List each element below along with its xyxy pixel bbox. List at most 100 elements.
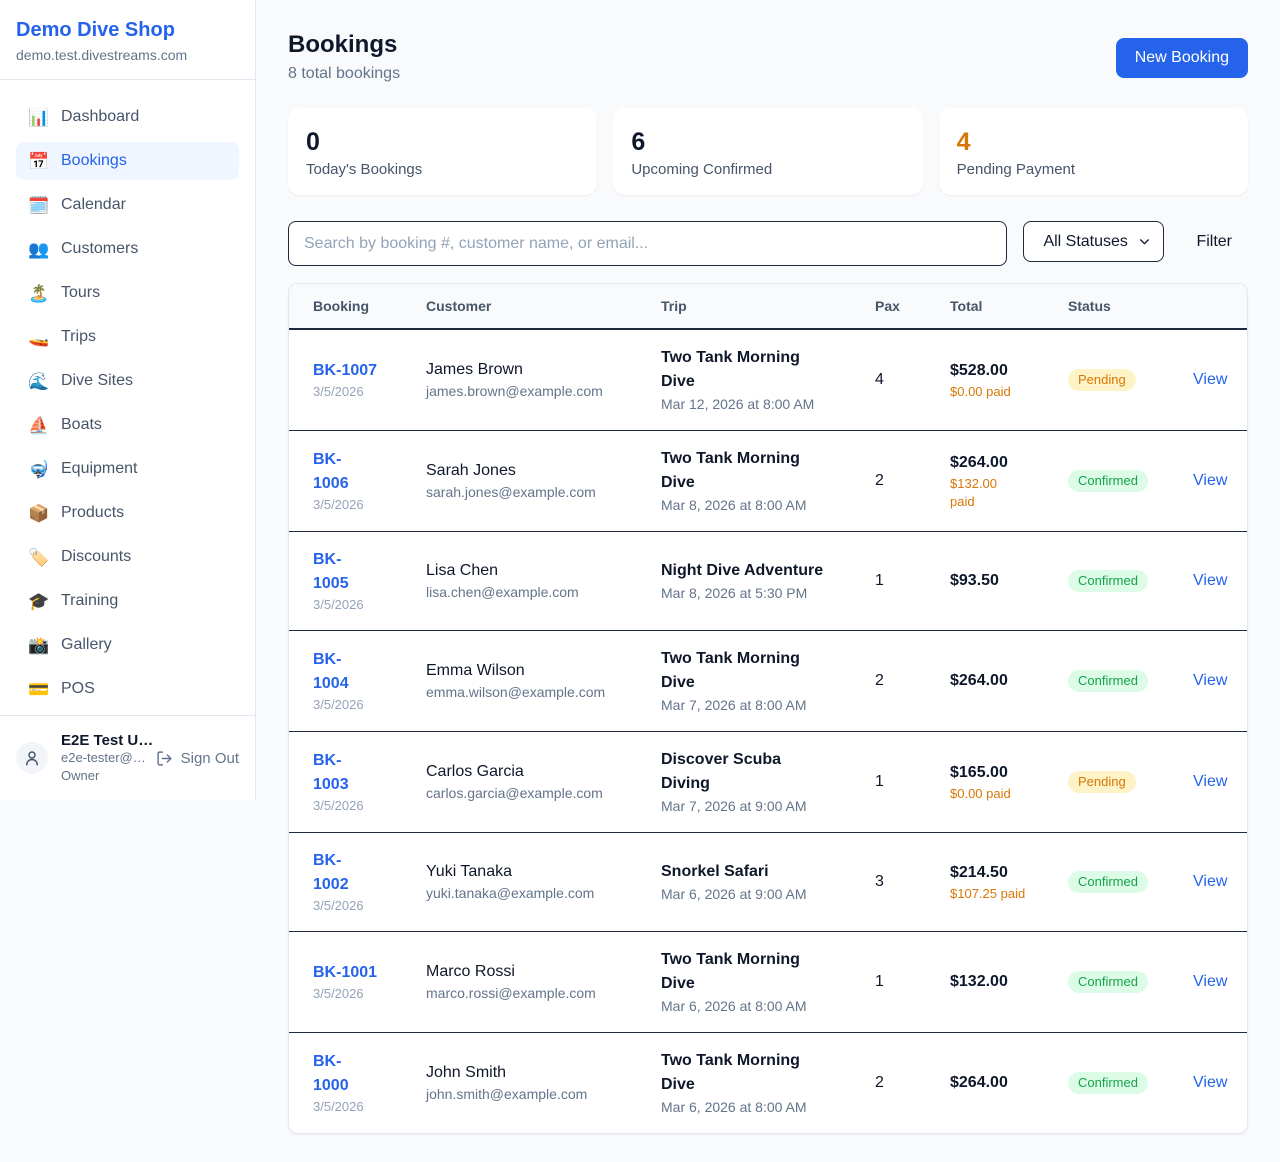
trip-name: Snorkel Safari [661, 863, 769, 880]
table-body: BK-1007 3/5/2026 James Brown james.brown… [289, 329, 1247, 1133]
sidebar-item-discounts[interactable]: 🏷️ Discounts [16, 538, 239, 576]
bar-chart-icon: 📊 [28, 107, 50, 127]
customer-email: sarah.jones@example.com [426, 484, 596, 500]
trip-name: Two Tank Morning Dive [661, 650, 800, 691]
sidebar-item-customers[interactable]: 👥 Customers [16, 230, 239, 268]
status-badge: Confirmed [1068, 1072, 1148, 1094]
sidebar-item-label: Products [61, 504, 125, 521]
page-header: Bookings 8 total bookings New Booking [288, 32, 1248, 84]
spiral-calendar-icon: 🗓️ [28, 195, 50, 215]
customer-name: Lisa Chen [426, 562, 499, 579]
view-link[interactable]: View [1193, 472, 1228, 489]
view-link[interactable]: View [1193, 572, 1228, 589]
sidebar-item-boats[interactable]: ⛵ Boats [16, 406, 239, 444]
sidebar: Demo Dive Shop demo.test.divestreams.com… [0, 0, 256, 800]
trip-datetime: Mar 7, 2026 at 8:00 AM [661, 697, 807, 713]
booking-link[interactable]: BK-1001 [313, 964, 378, 981]
stat-card-pending-payment: 4 Pending Payment [938, 108, 1248, 195]
user-role: Owner [61, 767, 100, 783]
stat-value: 4 [956, 128, 971, 156]
customer-name: James Brown [426, 361, 523, 378]
total-paid: $0.00 paid [950, 785, 1011, 801]
main-content: Bookings 8 total bookings New Booking 0 T… [256, 0, 1280, 1162]
trip-name: Discover Scuba Diving [661, 751, 782, 792]
table-row: BK- 1005 3/5/2026 Lisa Chen lisa.chen@ex… [289, 531, 1247, 631]
col-header-booking: Booking [289, 284, 426, 330]
search-input[interactable] [288, 221, 1008, 266]
page-title: Bookings [288, 31, 398, 58]
sidebar-user-section: E2E Test U… e2e-tester@… Owner Sign Out [0, 715, 255, 800]
sign-out-label: Sign Out [180, 749, 239, 767]
stat-card-today-s-bookings: 0 Today's Bookings [288, 108, 598, 195]
booking-date: 3/5/2026 [313, 697, 364, 712]
view-link[interactable]: View [1193, 1074, 1228, 1091]
bookings-table: Booking Customer Trip Pax Total Status B… [289, 284, 1247, 1133]
status-select[interactable]: All Statuses [1023, 221, 1165, 262]
booking-link[interactable]: BK- 1005 [313, 551, 349, 592]
sidebar-item-pos[interactable]: 💳 POS [16, 670, 239, 708]
sailboat-icon: ⛵ [28, 415, 50, 435]
new-booking-button[interactable]: New Booking [1115, 38, 1248, 78]
pax-value: 1 [875, 572, 884, 589]
tag-icon: 🏷️ [28, 547, 50, 567]
sidebar-item-trips[interactable]: 🚤 Trips [16, 318, 239, 356]
booking-date: 3/5/2026 [313, 898, 364, 913]
customer-name: Emma Wilson [426, 662, 525, 679]
trip-name: Two Tank Morning Dive [661, 450, 800, 491]
booking-link[interactable]: BK- 1006 [313, 451, 349, 492]
status-badge: Confirmed [1068, 971, 1148, 993]
page-subtitle: 8 total bookings [288, 65, 401, 82]
sidebar-item-products[interactable]: 📦 Products [16, 494, 239, 532]
view-link[interactable]: View [1193, 873, 1228, 890]
sidebar-item-gallery[interactable]: 📸 Gallery [16, 626, 239, 664]
view-link[interactable]: View [1193, 773, 1228, 790]
person-icon [26, 751, 38, 766]
booking-link[interactable]: BK- 1000 [313, 1053, 349, 1094]
table-row: BK-1001 3/5/2026 Marco Rossi marco.rossi… [289, 931, 1247, 1033]
trip-datetime: Mar 8, 2026 at 8:00 AM [661, 497, 807, 513]
booking-link[interactable]: BK- 1004 [313, 651, 349, 692]
total-amount: $264.00 [950, 672, 1008, 689]
view-link[interactable]: View [1193, 672, 1228, 689]
sidebar-item-dive-sites[interactable]: 🌊 Dive Sites [16, 362, 239, 400]
sidebar-item-equipment[interactable]: 🤿 Equipment [16, 450, 239, 488]
table-header-row: Booking Customer Trip Pax Total Status [289, 284, 1247, 330]
view-link[interactable]: View [1193, 973, 1228, 990]
sidebar-item-calendar[interactable]: 🗓️ Calendar [16, 186, 239, 224]
brand-domain: demo.test.divestreams.com [16, 47, 188, 63]
status-badge: Confirmed [1068, 570, 1148, 592]
booking-date: 3/5/2026 [313, 986, 364, 1001]
island-icon: 🏝️ [28, 283, 50, 303]
booking-link[interactable]: BK- 1003 [313, 752, 349, 793]
package-icon: 📦 [28, 503, 50, 523]
booking-date: 3/5/2026 [313, 1099, 364, 1114]
customer-email: marco.rossi@example.com [426, 985, 596, 1001]
pax-value: 3 [875, 873, 884, 890]
status-badge: Pending [1068, 771, 1136, 793]
trip-datetime: Mar 6, 2026 at 8:00 AM [661, 1099, 807, 1115]
trip-name: Two Tank Morning Dive [661, 1052, 800, 1093]
filter-button[interactable]: Filter [1180, 221, 1248, 262]
stat-cards: 0 Today's Bookings 6 Upcoming Confirmed 4 Pen… [288, 108, 1248, 195]
view-link[interactable]: View [1193, 371, 1228, 388]
sidebar-nav: 📊 Dashboard 📅 Bookings 🗓️ Calendar 👥 Cus… [0, 80, 255, 715]
sidebar-item-training[interactable]: 🎓 Training [16, 582, 239, 620]
booking-link[interactable]: BK- 1002 [313, 852, 349, 893]
customer-email: yuki.tanaka@example.com [426, 885, 595, 901]
trip-datetime: Mar 8, 2026 at 5:30 PM [661, 585, 808, 601]
customer-name: John Smith [426, 1064, 507, 1081]
col-header-customer: Customer [426, 284, 661, 330]
total-amount: $132.00 [950, 973, 1008, 990]
booking-link[interactable]: BK-1007 [313, 362, 378, 379]
sidebar-item-tours[interactable]: 🏝️ Tours [16, 274, 239, 312]
trip-name: Two Tank Morning Dive [661, 349, 800, 390]
sidebar-item-bookings[interactable]: 📅 Bookings [16, 142, 239, 180]
customer-name: Sarah Jones [426, 462, 516, 479]
sign-out-icon [157, 750, 172, 766]
sign-out-button[interactable]: Sign Out [156, 750, 239, 767]
calendar-icon: 📅 [28, 151, 50, 171]
sidebar-item-dashboard[interactable]: 📊 Dashboard [16, 98, 239, 136]
credit-card-icon: 💳 [28, 679, 50, 699]
sidebar-header: Demo Dive Shop demo.test.divestreams.com [0, 0, 255, 80]
bookings-table-card: Booking Customer Trip Pax Total Status B… [288, 283, 1248, 1134]
